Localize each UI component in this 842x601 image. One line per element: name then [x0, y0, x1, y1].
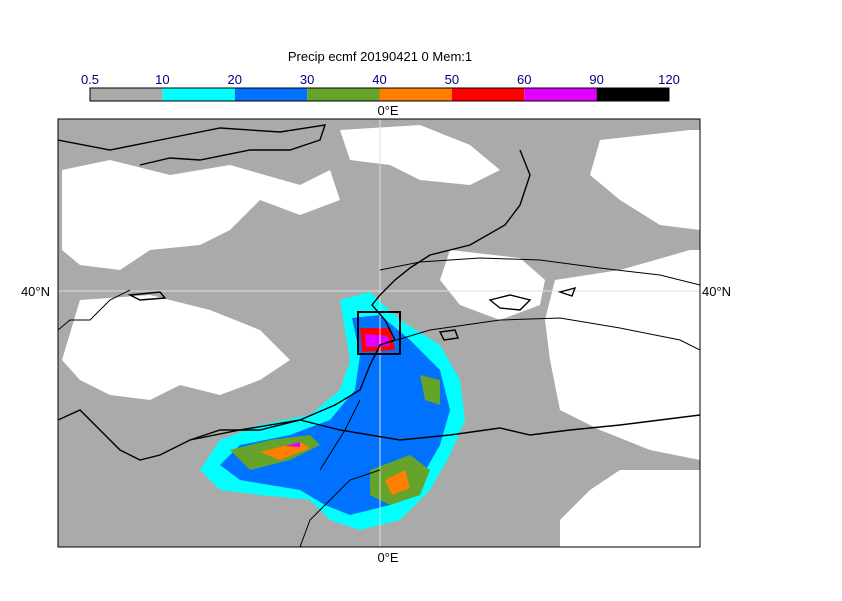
colorbar-label: 10 — [155, 72, 169, 87]
colorbar-frame — [89, 87, 670, 102]
colorbar-segment — [234, 88, 308, 101]
bottom-lon-label: 0°E — [377, 550, 398, 565]
colorbar-segment — [524, 88, 597, 101]
colorbar-segment — [379, 88, 452, 101]
map-frame — [57, 118, 701, 548]
colorbar-segment — [451, 88, 525, 101]
colorbar-segment — [90, 88, 163, 101]
dry-area — [590, 130, 700, 230]
island — [127, 286, 577, 341]
top-lon-label: 0°E — [377, 103, 398, 118]
colorbar: 0.5 10 20 30 40 50 60 90 120 — [81, 72, 680, 102]
target-box — [357, 311, 401, 355]
colorbar-label: 60 — [517, 72, 531, 87]
colorbar-label: 50 — [445, 72, 459, 87]
dry-area — [62, 295, 290, 400]
colorbar-label: 90 — [589, 72, 603, 87]
coastline — [189, 414, 700, 441]
precip-green — [230, 375, 440, 505]
colorbar-label: 40 — [372, 72, 386, 87]
border — [58, 289, 381, 547]
colorbar-label: 20 — [228, 72, 242, 87]
colorbar-segment — [307, 88, 380, 101]
title: Precip ecmf 20190421 0 Mem:1 — [288, 49, 472, 64]
boundary — [379, 257, 700, 351]
precip-orange — [260, 442, 410, 495]
dry-area — [545, 250, 700, 460]
colorbar-label: 30 — [300, 72, 314, 87]
colorbar-label: 120 — [658, 72, 680, 87]
map-area — [58, 119, 700, 547]
left-lat-label: 40°N — [21, 284, 50, 299]
right-lat-label: 40°N — [702, 284, 731, 299]
dry-area — [560, 470, 700, 547]
colorbar-segment — [596, 88, 669, 101]
dry-area — [440, 250, 545, 320]
colorbar-label: 0.5 — [81, 72, 99, 87]
colorbar-segment — [162, 88, 235, 101]
coastline — [58, 124, 327, 166]
dry-area — [62, 160, 340, 270]
